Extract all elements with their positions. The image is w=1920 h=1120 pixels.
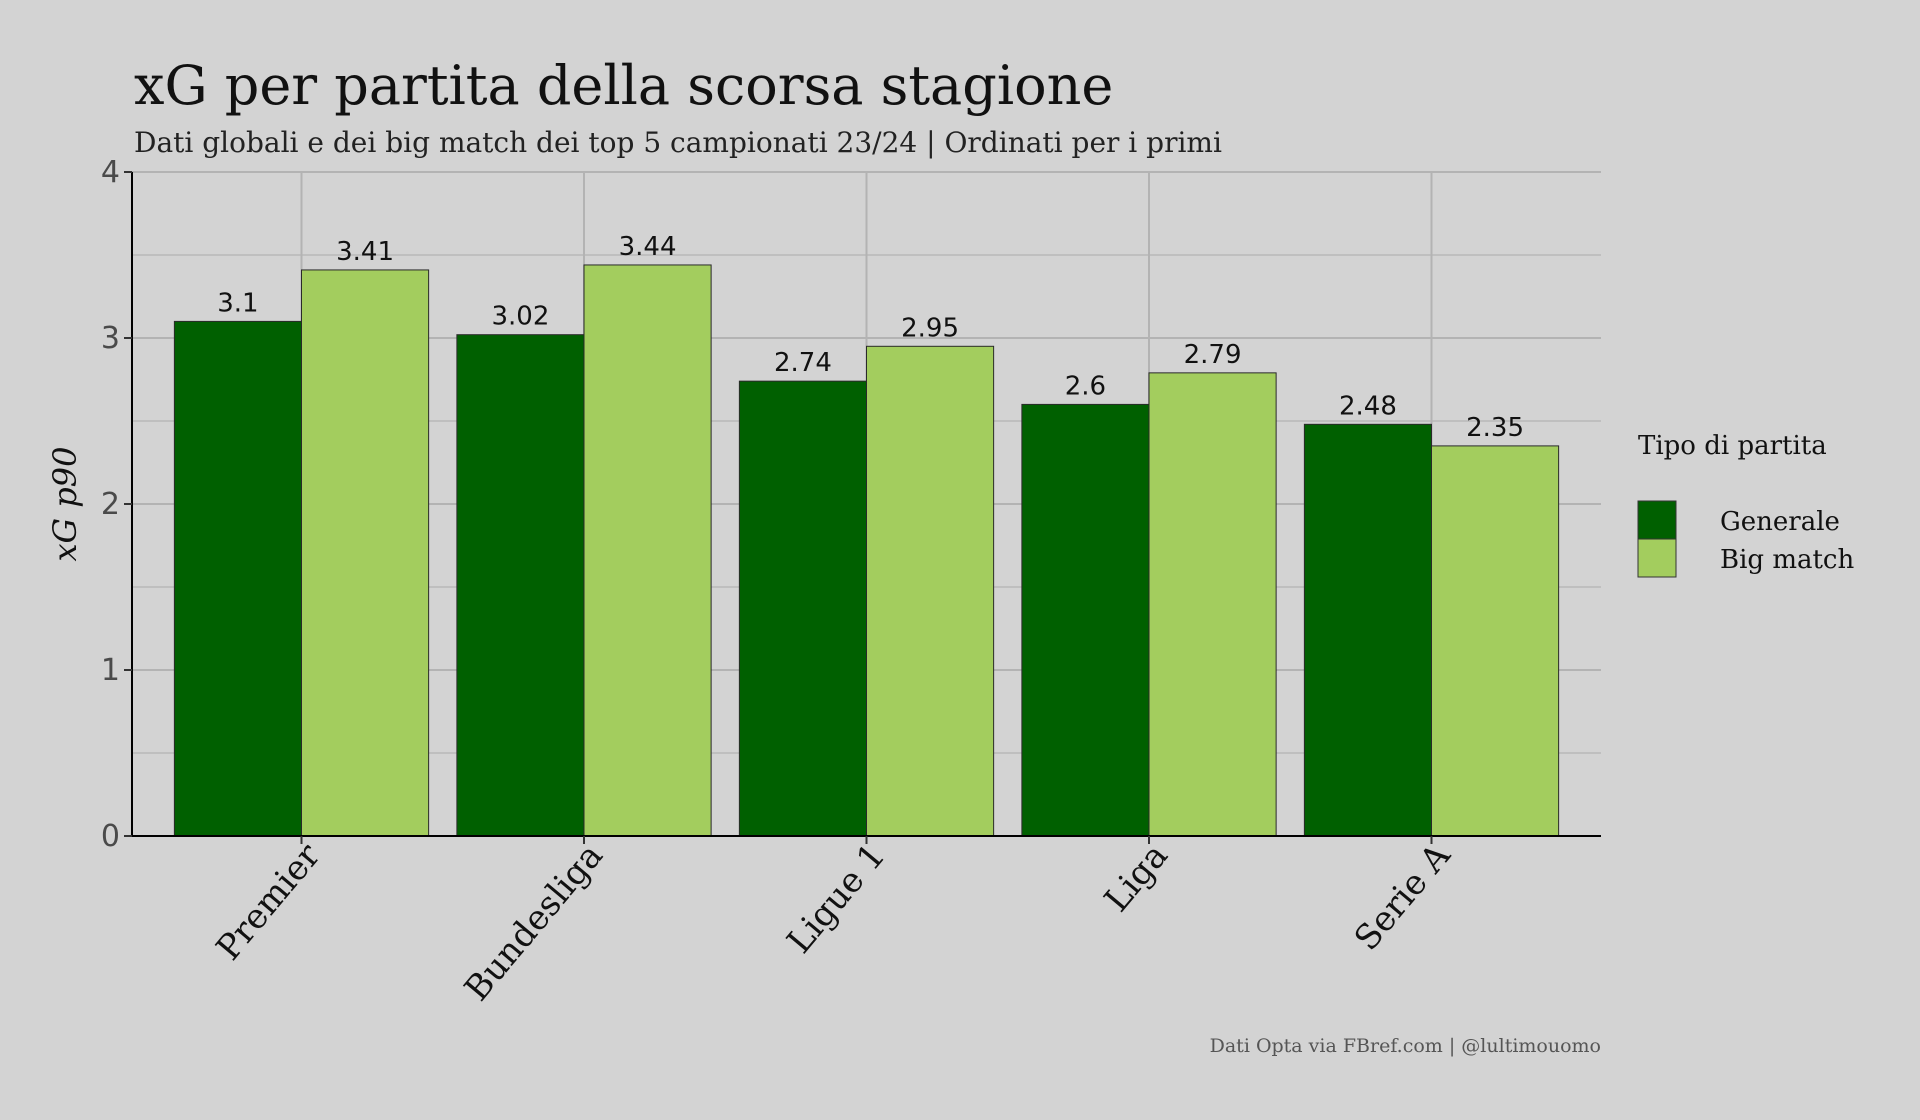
x-tick-label: Bundesliga [457,836,611,1009]
bar-generale-bundesliga [456,334,585,837]
y-tick-label: 3 [101,321,120,356]
chart-title: xG per partita della scorsa stagione [134,54,1113,117]
x-tick-label: Liga [1097,836,1176,920]
x-tick-labels: Premier Bundesliga Ligue 1 Liga Serie A [209,836,1459,1009]
data-label: 2.95 [901,313,959,343]
bar-big-match-premier [301,269,430,837]
bar-big-match-serie-a [1431,445,1560,837]
legend-label-big-match: Big match [1720,545,1854,575]
data-label: 2.35 [1466,413,1524,443]
x-tick-label: Serie A [1347,836,1459,959]
bar-big-match-liga [1148,372,1277,837]
bar-generale-ligue-1 [738,380,867,837]
legend-title: Tipo di partita [1638,431,1827,461]
data-labels: 3.1 3.41 3.02 3.44 2.74 2.95 2.6 2.79 2.48 2.35 [217,232,1524,443]
x-tick-label: Ligue 1 [779,836,893,961]
data-label: 3.1 [217,288,258,318]
legend-swatch-generale [1637,500,1677,540]
chart-caption: Dati Opta via FBref.com | @lultimouomo [1210,1035,1601,1057]
data-label: 2.74 [774,348,832,378]
y-tick-label: 0 [101,819,120,854]
chart-subtitle: Dati globali e dei big match dei top 5 c… [134,126,1222,159]
bar-generale-premier [173,320,302,837]
data-label: 2.79 [1184,340,1242,370]
bars [173,264,1560,837]
bar-big-match-bundesliga [583,264,712,837]
y-tick-labels: 0 1 2 3 4 [101,155,120,854]
data-label: 3.02 [491,302,549,332]
data-label: 2.6 [1065,371,1106,401]
legend-swatch-big-match [1637,538,1677,578]
y-tick-label: 2 [101,487,120,522]
y-tick-label: 4 [101,155,120,190]
bar-generale-serie-a [1303,423,1432,837]
bar-big-match-ligue-1 [866,345,995,837]
data-label: 3.44 [619,232,677,262]
axes [124,171,1601,844]
legend-label-generale: Generale [1720,507,1840,537]
y-tick-label: 1 [101,653,120,688]
x-tick-label: Premier [209,836,329,969]
data-label: 2.48 [1339,391,1397,421]
legend: Tipo di partita Generale Big match [1637,431,1854,578]
data-label: 3.41 [336,237,394,267]
bar-generale-liga [1021,403,1150,837]
y-axis-label: xG p90 [46,447,84,562]
